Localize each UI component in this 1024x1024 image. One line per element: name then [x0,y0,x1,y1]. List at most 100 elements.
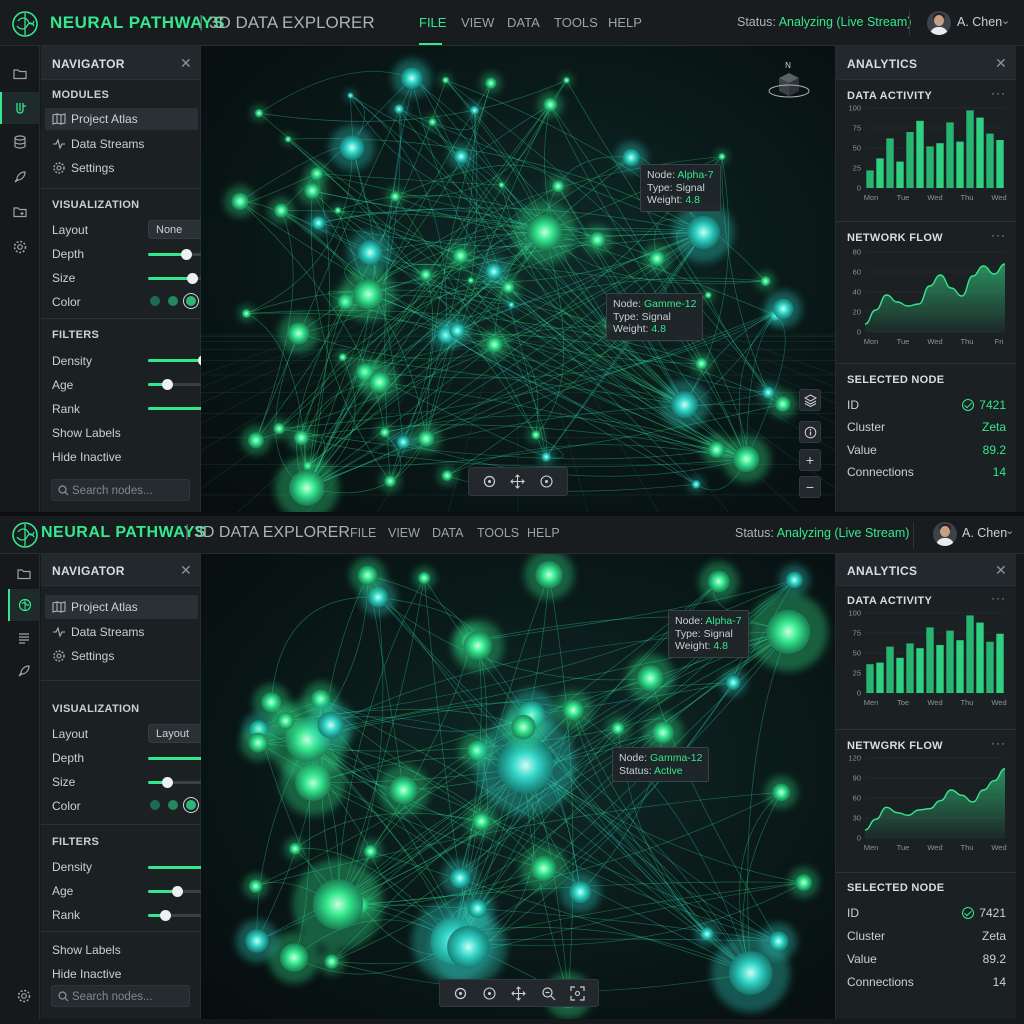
age-slider[interactable] [148,886,231,897]
x-tick-label: Tue [897,337,910,346]
bar [906,132,914,188]
module-settings[interactable]: Settings [45,157,198,179]
size-slider[interactable] [148,777,231,788]
color-swatch[interactable] [186,296,196,306]
graph-edge [572,709,708,935]
graph-node [379,427,390,438]
size-slider[interactable] [148,273,231,284]
bar [926,627,934,693]
module-project-atlas[interactable]: Project Atlas [45,595,198,619]
graph-node [762,386,775,399]
folder-icon[interactable] [8,558,40,590]
chevron-down-icon[interactable]: ⌄ [1001,15,1011,27]
rocket-icon[interactable] [0,161,40,193]
menu-file[interactable]: FILE [350,526,377,540]
more-icon[interactable]: ··· [991,736,1006,750]
orientation-cube-icon[interactable]: N [763,60,813,108]
more-icon[interactable]: ··· [991,86,1006,100]
rocket-icon[interactable] [8,655,40,687]
age-slider[interactable] [148,379,231,390]
chevron-down-icon[interactable]: ⌄ [1005,525,1015,537]
target-icon[interactable] [449,981,473,1005]
module-settings[interactable]: Settings [45,644,198,668]
graph-edge [350,95,447,336]
graph-edge [459,579,795,879]
graph-edge [350,95,609,327]
close-icon[interactable]: ✕ [180,55,192,71]
color-swatch[interactable] [168,296,178,306]
menu-data[interactable]: DATA [507,15,540,30]
module-project-atlas[interactable]: Project Atlas [45,108,198,130]
zoom-out-icon[interactable]: − [799,476,821,498]
zoom-in-icon[interactable]: + [799,449,821,471]
menu-view[interactable]: VIEW [461,15,495,30]
database-icon[interactable] [0,126,40,158]
menu-file[interactable]: FILE [419,15,447,30]
search-input[interactable] [72,483,184,498]
graph-node [248,732,269,753]
folder-open-icon[interactable] [0,196,40,228]
close-icon[interactable]: ✕ [995,562,1007,578]
module-data-streams[interactable]: Data Streams [45,133,198,155]
user-name[interactable]: A. Chen [957,15,1003,29]
menu-tools[interactable]: TOOLS [554,15,598,30]
layers-icon[interactable] [799,389,821,411]
layout-label: Layout [52,727,89,741]
depth-slider[interactable] [148,249,231,260]
view-toolbar [439,979,599,1007]
gear-icon[interactable] [0,231,40,263]
more-icon[interactable]: ··· [991,591,1006,605]
graph-viewport[interactable]: N Node: Alpha-7 Type: Signal Weight: 4.8… [201,46,835,512]
y-tick-label: 75 [853,124,861,133]
graph-edge [453,682,734,942]
module-data-streams[interactable]: Data Streams [45,620,198,644]
rank-slider[interactable] [148,910,231,921]
graph-edge [550,104,747,460]
graph-viewport[interactable]: Node: Alpha-7 Type: Signal Weight: 4.8 N… [201,554,835,1019]
graph-node [718,152,726,161]
move-icon[interactable] [506,470,530,494]
color-swatch[interactable] [168,800,178,810]
menu-help[interactable]: HELP [608,15,642,30]
menu-view[interactable]: VIEW [388,526,420,540]
rotate-icon[interactable] [478,981,502,1005]
info-icon[interactable] [799,421,821,443]
search-input[interactable] [72,989,184,1004]
gear-icon[interactable] [8,980,40,1012]
avatar[interactable] [933,522,957,546]
zoom-icon[interactable] [536,981,560,1005]
close-icon[interactable]: ✕ [995,55,1007,71]
color-swatch[interactable] [150,296,160,306]
x-tick-label: Wed [927,337,942,346]
x-tick-label: Wed [991,843,1006,852]
menu-help[interactable]: HELP [527,526,560,540]
menu-data[interactable]: DATA [432,526,464,540]
network-graph[interactable] [201,46,835,512]
node-id-label: ID [847,906,859,920]
folder-icon[interactable] [0,58,40,90]
node-tooltip-alpha: Node: Alpha-7 Type: Signal Weight: 4.8 [640,164,721,212]
move-icon[interactable] [507,981,531,1005]
color-swatch[interactable] [186,800,196,810]
graph-node [447,925,490,969]
neural-network-icon[interactable] [0,92,40,124]
graph-node [396,435,410,449]
color-swatch[interactable] [150,800,160,810]
graph-node [637,664,664,692]
analytics-header: ANALYTICS ✕ [836,46,1016,80]
menu-tools[interactable]: TOOLS [477,526,520,540]
size-label: Size [52,775,76,789]
network-flow-chart: 0 20 40 60 80 Mon Tue Wed Thu Fri [853,248,1006,346]
list-icon[interactable] [8,622,40,654]
rotate-icon[interactable] [535,470,559,494]
fit-icon[interactable] [565,981,589,1005]
user-name[interactable]: A. Chen [962,526,1008,540]
graph-edge [310,190,391,482]
more-icon[interactable]: ··· [991,228,1006,242]
target-icon[interactable] [477,470,501,494]
graph-node [691,479,701,489]
neural-network-icon[interactable] [8,589,40,621]
avatar[interactable] [927,11,951,35]
cluster-value: Zeta [981,420,1006,434]
close-icon[interactable]: ✕ [180,562,192,578]
